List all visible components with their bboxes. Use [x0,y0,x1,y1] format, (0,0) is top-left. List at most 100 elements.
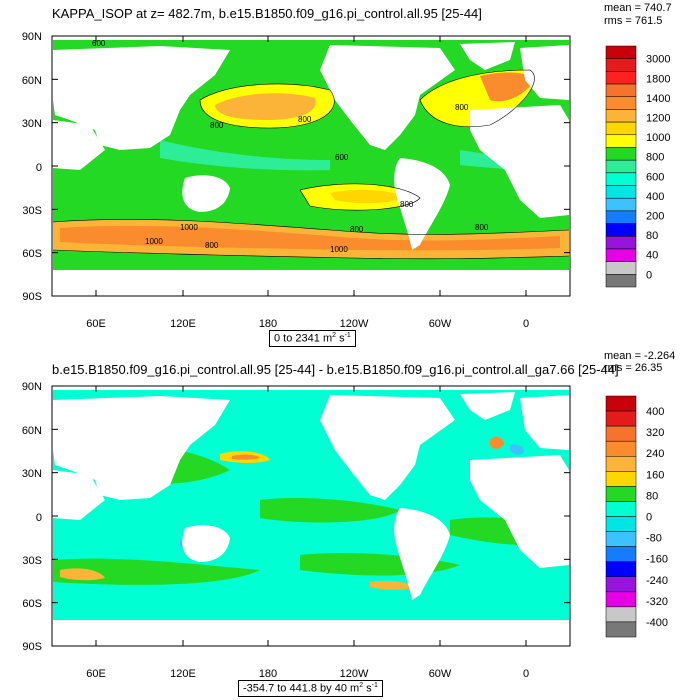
colorbar-swatch [605,147,637,161]
colorbar-label: 1000 [646,132,670,144]
colorbar-swatch [605,172,637,186]
colorbar-swatch [605,274,637,288]
colorbar-label: -320 [646,596,668,608]
colorbar: 400 320 240 160 80 0 -80 -160 -240 -320 -400 [605,395,668,638]
lon-label: 60E [86,668,106,680]
lat-labels: 90N 60N 30N 0 30S 60S 90S [22,31,42,303]
colorbar-label: 40 [646,250,658,262]
lat-label: 30S [22,205,42,217]
colorbar-swatch [605,236,637,250]
lat-labels: 90N 60N 30N 0 30S 60S 90S [22,381,42,653]
colorbar-label: -160 [646,554,668,566]
colorbar-label: 320 [646,427,664,439]
range-label: -354.7 to 441.8 by 40 m2 s-1 [238,680,383,697]
colorbar-label: 1800 [646,73,670,85]
colorbar-label: 160 [646,469,664,481]
colorbar-swatch [605,606,637,623]
colorbar-swatch [605,440,637,457]
colorbar-label: 200 [646,211,664,223]
lon-label: 120E [170,318,196,330]
contour-label: 600 [92,39,106,48]
contour-label: 800 [475,223,489,232]
axis-ticks [52,35,570,297]
lon-label: 120W [340,668,369,680]
lon-label: 180 [259,318,277,330]
colorbar-label: 600 [646,171,664,183]
colorbar-label: 3000 [646,54,670,66]
colorbar-label: 80 [646,230,658,242]
colorbar-swatch [605,546,637,562]
lat-label: 90S [22,291,42,303]
contour-label: 1000 [145,237,163,246]
lon-labels: 60E 120E 180 120W 60W 0 [86,668,529,680]
contour-label: 800 [298,115,312,124]
contour-label: 800 [350,225,364,234]
lon-label: 180 [259,668,277,680]
colorbar-label: 1400 [646,93,670,105]
rms-value: rms = 26.35 [604,362,663,374]
landmasses [53,42,569,296]
colorbar-swatch [605,531,637,547]
range-label: 0 to 2341 m2 s-1 [269,330,356,347]
lon-labels: 60E 120E 180 120W 60W 0 [86,318,529,330]
colorbar-swatch [605,261,637,275]
colorbar-swatch [605,71,637,85]
lat-label: 30N [22,468,42,480]
lat-label: 90N [22,381,42,393]
colorbar-label: -80 [646,533,662,545]
top-map-svg: 600 800 800 800 1000 1000 800 600 800 80… [22,31,671,330]
colorbar-label: 400 [646,191,664,203]
colorbar-label: 400 [646,406,664,418]
colorbar-swatch [605,121,637,136]
colorbar-swatch [605,134,637,148]
landmasses [53,392,569,646]
colorbar-label: 80 [646,490,658,502]
contour-label: 1000 [330,245,348,254]
lon-label: 0 [523,668,529,680]
colorbar-swatch [605,501,637,517]
lat-label: 0 [36,512,42,524]
top-map-panel: KAPPA_ISOP at z= 482.7m, b.e15.B1850.f09… [22,2,672,347]
colorbar-swatch [605,561,637,577]
colorbar-label: 0 [646,512,652,524]
colorbar-swatch [605,58,637,72]
bottom-map-panel: b.e15.B1850.f09_g16.pi_control.all.95 [2… [0,350,700,700]
colorbar-swatch [605,159,637,174]
colorbar-swatch [605,185,637,199]
colorbar-swatch [605,109,637,123]
lon-label: 120W [340,318,369,330]
colorbar-swatch [605,96,637,110]
colorbar-swatch [605,45,637,59]
colorbar-label: 1200 [646,112,670,124]
lat-label: 60S [22,598,42,610]
colorbar-label: 800 [646,152,664,164]
bottom-map-svg: 90N 60N 30N 0 30S 60S 90S 60E 120E 180 1… [22,381,668,680]
lon-label: 60E [86,318,106,330]
colorbar-swatch [605,223,637,237]
colorbar-swatch [605,248,637,262]
lon-label: 60W [429,668,452,680]
colorbar-label: 240 [646,448,664,460]
colorbar-swatch [605,197,637,212]
contour-label: 600 [335,153,349,162]
colorbar-swatch [605,486,637,502]
colorbar-label: -240 [646,575,668,587]
lat-label: 30N [22,118,42,130]
lon-label: 120E [170,668,196,680]
colorbar-swatch [605,410,637,427]
contour-label: 800 [210,121,224,130]
colorbar-swatch [605,471,637,487]
lat-label: 60N [22,75,42,87]
colorbar-swatch [605,83,637,97]
mean-value: mean = 740.7 [604,2,672,14]
lon-label: 60W [429,318,452,330]
lat-label: 90N [22,31,42,43]
contour-lines [52,69,570,260]
colorbar-label: 0 [646,269,652,281]
colorbar-swatch [605,425,637,442]
map-title: b.e15.B1850.f09_g16.pi_control.all.95 [2… [52,362,619,377]
contour-label: 800 [400,200,414,209]
contour-label: 1000 [180,223,198,232]
contour-label-group: 600 800 800 800 1000 1000 800 600 800 80… [92,39,489,254]
